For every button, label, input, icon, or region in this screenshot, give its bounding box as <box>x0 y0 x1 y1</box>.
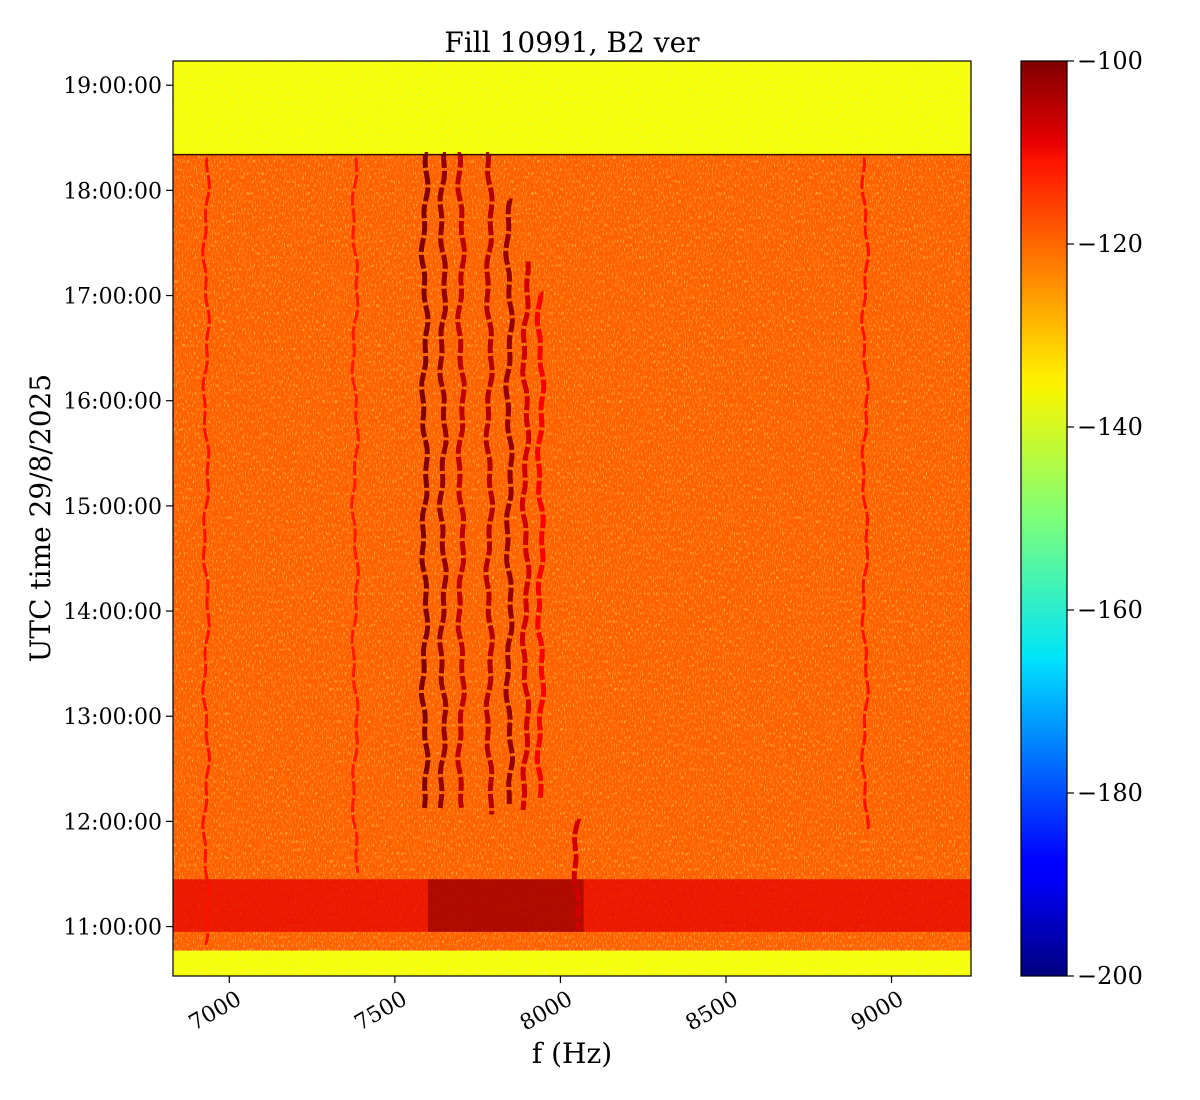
strong-line-5 <box>519 261 532 811</box>
y-tick-label-7: 18:00:00 <box>63 179 162 204</box>
strong-line-6 <box>534 290 547 800</box>
colorbar-tick-label-3: −160 <box>1077 596 1143 624</box>
colorbar-ticks: −100 −120 −140 −160 −180 −200 <box>1067 47 1143 990</box>
weak-line-0 <box>201 157 212 946</box>
y-tick-label-3: 14:00:00 <box>63 600 162 625</box>
colorbar-tick-label-2: −140 <box>1077 413 1143 441</box>
y-tick-label-0: 11:00:00 <box>63 916 162 941</box>
burst-band <box>173 879 971 932</box>
y-tick-label-4: 15:00:00 <box>63 495 162 520</box>
background-texture-dark-1 <box>173 154 971 951</box>
plot-area <box>173 61 971 976</box>
y-axis-label: UTC time 29/8/2025 <box>24 374 57 662</box>
y-tick-label-2: 13:00:00 <box>63 705 162 730</box>
x-tick-label-4: 9000 <box>847 987 908 1037</box>
burst-band-core <box>427 879 584 932</box>
strong-line-4 <box>503 198 516 808</box>
strong-line-2 <box>455 152 467 809</box>
x-tick-label-1: 7500 <box>350 987 411 1037</box>
x-axis-label: f (Hz) <box>532 1037 612 1070</box>
colorbar-tick-label-4: −180 <box>1077 779 1143 807</box>
plot-frame <box>172 60 972 977</box>
x-tick-label-3: 8500 <box>682 987 743 1037</box>
y-tick-label-8: 19:00:00 <box>63 74 162 99</box>
y-tick-label-6: 17:00:00 <box>63 285 162 310</box>
x-tick-label-0: 7000 <box>185 987 246 1037</box>
strong-line-1 <box>437 152 449 809</box>
weak-line-2 <box>860 157 870 831</box>
weak-spectral-lines <box>201 157 870 946</box>
background-texture-2 <box>173 950 971 976</box>
colorbar-gradient <box>1020 60 1068 977</box>
colorbar-tick-label-0: −100 <box>1077 47 1143 75</box>
y-tick-label-5: 16:00:00 <box>63 390 162 415</box>
chart-title: Fill 10991, B2 ver <box>444 26 700 59</box>
strong-spectral-lines <box>418 152 582 930</box>
colorbar-tick-label-5: −200 <box>1077 962 1143 990</box>
colorbar: −100 −120 −140 −160 −180 −200 <box>1020 47 1143 990</box>
colorbar-tick-label-1: −120 <box>1077 230 1143 258</box>
background-texture-0 <box>173 61 971 155</box>
strong-line-7 <box>571 818 582 930</box>
x-tick-label-2: 8000 <box>516 987 577 1037</box>
noise-texture <box>173 61 971 976</box>
strong-line-0 <box>418 152 431 809</box>
strong-line-3 <box>483 152 495 815</box>
weak-line-1 <box>350 157 361 874</box>
y-axis-ticks: 11:00:00 12:00:00 13:00:00 14:00:00 15:00:00… <box>63 74 173 941</box>
x-axis-ticks: 7000 7500 8000 8500 9000 <box>185 976 908 1036</box>
y-tick-label-1: 12:00:00 <box>63 810 162 835</box>
